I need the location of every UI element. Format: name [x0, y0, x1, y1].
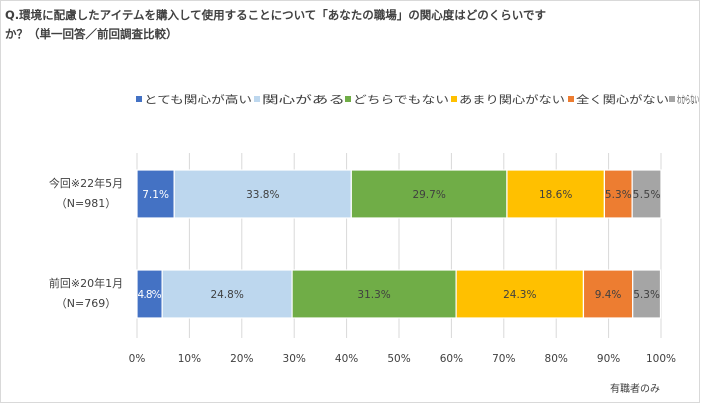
x-tick-label: 0% — [129, 353, 146, 365]
x-tick-label: 70% — [492, 353, 515, 365]
legend-swatch — [669, 96, 675, 102]
bar-layer: 7.1% 33.8% 29.7% 18.6% 5.3% 5.5%4.8% 24.8% 31.3… — [136, 169, 662, 319]
data-label: 24.8% — [210, 289, 243, 301]
data-label: 4.8% — [138, 289, 162, 301]
bar-segment — [136, 169, 175, 219]
footnote: 有職者のみ — [610, 384, 660, 395]
data-label: 5.3% — [605, 189, 632, 201]
legend-label: 全く関心がない — [576, 93, 669, 106]
chart-title-line2: か？（単一回答／前回調査比較） — [5, 27, 178, 41]
bar-segment — [632, 269, 662, 319]
bar-segment — [161, 269, 293, 319]
data-label: 18.6% — [539, 189, 572, 201]
x-tick-label: 60% — [440, 353, 463, 365]
chart-title: Q.環境に配慮したアイテムを購入して使用することについて「あなたの職場」の関心度… — [5, 6, 605, 44]
data-label: 29.7% — [412, 189, 445, 201]
legend-label: 関心がある — [262, 93, 345, 106]
legend-label: とても関心が高い — [144, 93, 252, 106]
bar-segment — [291, 269, 457, 319]
data-label: 5.3% — [633, 289, 660, 301]
x-tick-label: 20% — [230, 353, 253, 365]
data-label: 7.1% — [142, 189, 169, 201]
bar-segment — [173, 169, 352, 219]
legend-label: あまり関心がない — [459, 93, 565, 106]
axis-layer: 0% 10% 20% 30% 40% 50% 60% 70% 80% 90% 100% 今回※22年5… — [49, 176, 676, 365]
legend-swatch — [136, 96, 142, 102]
chart-title-line1: Q.環境に配慮したアイテムを購入して使用することについて「あなたの職場」の関心度… — [5, 8, 546, 22]
bar-segment — [136, 269, 163, 319]
bar-segment — [350, 169, 508, 219]
legend-label: どちらでもない — [353, 94, 449, 106]
x-tick-label: 30% — [283, 353, 306, 365]
legend-swatch — [254, 96, 260, 102]
legend-swatch — [451, 96, 457, 102]
legend-swatch — [568, 96, 574, 102]
category-label: 前回※20年1月 — [49, 276, 123, 290]
x-tick-label: 80% — [545, 353, 568, 365]
x-tick-label: 10% — [178, 353, 201, 365]
data-label: 24.3% — [503, 289, 536, 301]
legend-label: わからない — [677, 94, 699, 106]
x-tick-label: 40% — [335, 353, 358, 365]
legend-swatch — [345, 96, 351, 102]
x-tick-label: 50% — [387, 353, 410, 365]
category-sublabel: （N=981） — [56, 197, 116, 210]
x-tick-label: 90% — [597, 353, 620, 365]
data-label: 5.5% — [633, 189, 661, 201]
bar-segment — [631, 169, 662, 219]
data-label: 9.4% — [595, 289, 622, 301]
category-sublabel: （N=769） — [56, 297, 116, 310]
data-label: 33.8% — [246, 189, 279, 201]
x-tick-label: 100% — [646, 353, 676, 365]
legend: とても関心が高い 関心がある どちらでもない あまり関心がない 全く関心がない わからない — [136, 93, 699, 106]
data-label: 31.3% — [357, 289, 390, 301]
category-label: 今回※22年5月 — [49, 176, 123, 190]
bar-segment — [455, 269, 585, 319]
bar-segment — [506, 169, 606, 219]
bar-segment — [603, 169, 633, 219]
